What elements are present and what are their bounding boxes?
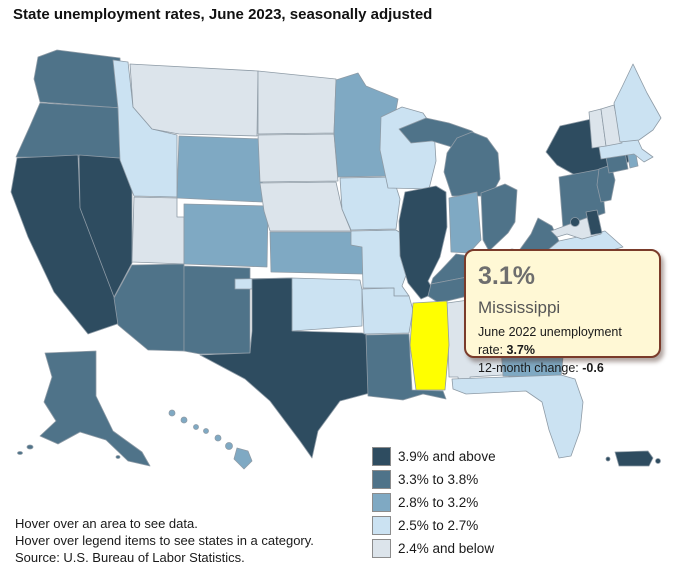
map-tooltip: 3.1% Mississippi June 2022 unemployment … <box>464 249 661 375</box>
state-ks[interactable] <box>269 231 364 275</box>
legend-item-4[interactable]: 2.4% and below <box>372 538 496 558</box>
state-ut[interactable] <box>131 196 185 265</box>
state-me[interactable] <box>613 63 662 143</box>
legend-swatch-3 <box>372 515 391 535</box>
tooltip-change: 12-month change: -0.6 <box>478 361 604 375</box>
state-ak[interactable] <box>17 350 151 467</box>
state-pr[interactable] <box>605 450 661 467</box>
legend-item-2[interactable]: 2.8% to 3.2% <box>372 492 496 512</box>
tooltip-state-name: Mississippi <box>478 298 561 317</box>
footnotes: Hover over an area to see data. Hover ov… <box>15 515 314 566</box>
legend-label-0: 3.9% and above <box>398 448 496 464</box>
legend-label-4: 2.4% and below <box>398 540 495 556</box>
state-mi-lower[interactable] <box>443 131 501 197</box>
state-sd[interactable] <box>257 133 339 183</box>
state-wy[interactable] <box>176 135 264 203</box>
footnote-hover-legend: Hover over legend items to see states in… <box>15 533 314 548</box>
state-de[interactable] <box>585 209 603 236</box>
map-legend: 3.9% and above 3.3% to 3.8% 2.8% to 3.2%… <box>372 446 496 562</box>
tooltip-prior-rate: June 2022 unemployment rate: 3.7% <box>478 325 622 357</box>
legend-label-3: 2.5% to 2.7% <box>398 517 479 533</box>
tooltip-rate-value: 3.1% <box>478 262 535 290</box>
state-ms[interactable] <box>409 300 450 391</box>
state-oh[interactable] <box>480 183 518 252</box>
source-line: Source: U.S. Bureau of Labor Statistics. <box>15 550 245 565</box>
legend-swatch-2 <box>372 492 391 512</box>
state-nm[interactable] <box>183 265 251 355</box>
state-tx[interactable] <box>199 277 371 459</box>
state-nd[interactable] <box>257 70 337 135</box>
state-dc-marker[interactable] <box>570 217 580 227</box>
state-la[interactable] <box>365 333 447 401</box>
state-ar[interactable] <box>361 287 414 335</box>
legend-item-3[interactable]: 2.5% to 2.7% <box>372 515 496 535</box>
state-id[interactable] <box>112 59 178 198</box>
state-or[interactable] <box>15 102 123 159</box>
state-wa[interactable] <box>33 49 123 109</box>
state-fl[interactable] <box>451 374 584 459</box>
chart-title: State unemployment rates, June 2023, sea… <box>13 6 433 23</box>
footnote-hover-area: Hover over an area to see data. <box>15 516 198 531</box>
legend-label-2: 2.8% to 3.2% <box>398 494 479 510</box>
legend-swatch-4 <box>372 538 391 558</box>
state-ca[interactable] <box>10 154 121 335</box>
legend-label-1: 3.3% to 3.8% <box>398 471 479 487</box>
legend-item-0[interactable]: 3.9% and above <box>372 446 496 466</box>
legend-swatch-1 <box>372 469 391 489</box>
state-hi[interactable] <box>168 409 253 470</box>
state-nh[interactable] <box>600 104 623 147</box>
state-ne[interactable] <box>259 181 352 232</box>
state-mt[interactable] <box>129 63 259 137</box>
legend-item-1[interactable]: 3.3% to 3.8% <box>372 469 496 489</box>
legend-swatch-0 <box>372 446 391 466</box>
state-co[interactable] <box>183 203 269 268</box>
state-in[interactable] <box>448 191 482 254</box>
